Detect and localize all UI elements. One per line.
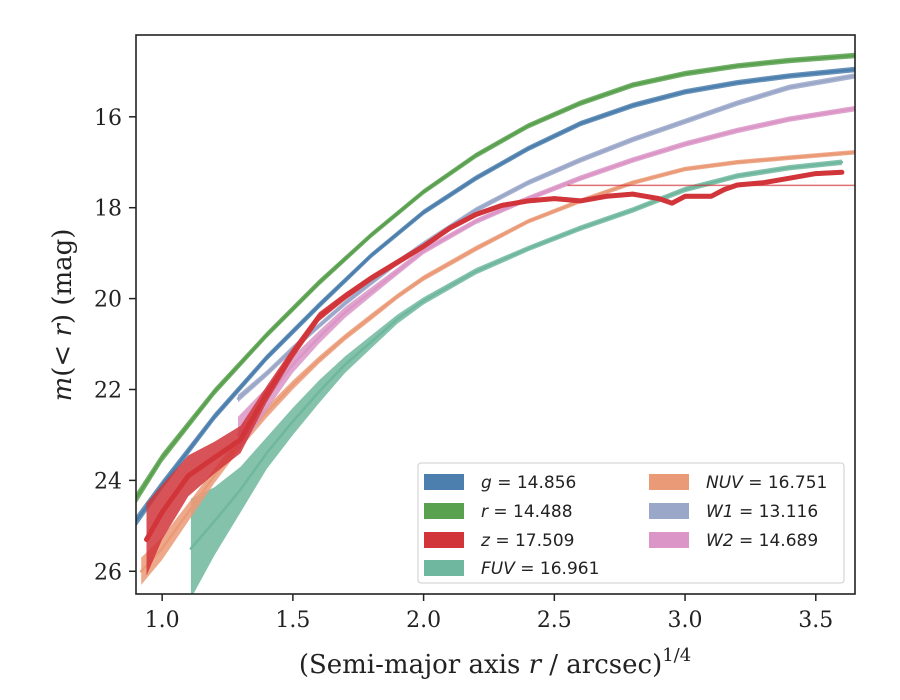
legend-label-z: z = 17.509 — [480, 531, 574, 551]
legend-swatch-nuv — [649, 474, 689, 490]
series-r-line — [136, 54, 855, 500]
legend-swatch-z — [424, 532, 464, 548]
y-tick-label: 22 — [94, 378, 122, 403]
y-tick-label: 18 — [94, 197, 122, 222]
series-w2-line — [236, 107, 855, 437]
legend-swatch-r — [424, 503, 464, 519]
legend-label-w2: W2 = 14.689 — [706, 531, 818, 551]
x-tick-label: 3.5 — [798, 608, 833, 633]
legend-label-nuv: NUV = 16.751 — [706, 473, 827, 493]
legend-entry-g: g = 14.856 — [424, 473, 576, 493]
plot-frame — [135, 34, 856, 595]
legend-label-g: g = 14.856 — [481, 473, 576, 493]
series-layer — [136, 52, 855, 594]
x-axis-label: (Semi-major axis r / arcsec)1/4 — [299, 645, 691, 680]
legend-entry-fuv: FUV = 16.961 — [424, 559, 599, 579]
legend-label-r: r = 14.488 — [481, 502, 573, 522]
y-tick-label: 20 — [94, 288, 122, 313]
y-tick-label: 26 — [94, 560, 122, 585]
series-g-band — [136, 66, 855, 527]
legend-entry-nuv: NUV = 16.751 — [649, 473, 827, 493]
series-z-line — [144, 169, 845, 542]
series-fuv-line — [189, 161, 844, 550]
ticks-layer: 1.0 1.5 2.0 2.5 3.0 3.5 16 18 20 22 24 26 — [94, 106, 833, 633]
x-tick-label: 1.5 — [275, 608, 310, 633]
y-axis-label: m(< r) (mag) — [48, 229, 78, 402]
legend-entry-w2: W2 = 14.689 — [649, 531, 818, 551]
legend-entry-w1: W1 = 13.116 — [649, 502, 818, 522]
legend-swatch-fuv — [424, 560, 464, 576]
x-tick-label: 2.5 — [537, 608, 572, 633]
legend-entry-r: r = 14.488 — [424, 502, 573, 522]
y-tick-label: 16 — [94, 106, 122, 131]
legend-label-w1: W1 = 13.116 — [706, 502, 818, 522]
y-tick-label: 24 — [94, 469, 122, 494]
legend: g = 14.856 r = 14.488 z = 17.509 FUV = 16.9… — [417, 462, 845, 584]
series-g-line — [136, 68, 855, 523]
legend-swatch-w1 — [649, 503, 689, 519]
x-tick-label: 3.0 — [668, 608, 703, 633]
legend-swatch-g — [424, 474, 464, 490]
x-tick-label: 1.0 — [145, 608, 180, 633]
x-tick-label: 2.0 — [406, 608, 441, 633]
legend-entry-z: z = 17.509 — [424, 531, 574, 551]
legend-swatch-w2 — [649, 532, 689, 548]
legend-frame — [417, 462, 845, 584]
legend-label-fuv: FUV = 16.961 — [481, 559, 599, 579]
